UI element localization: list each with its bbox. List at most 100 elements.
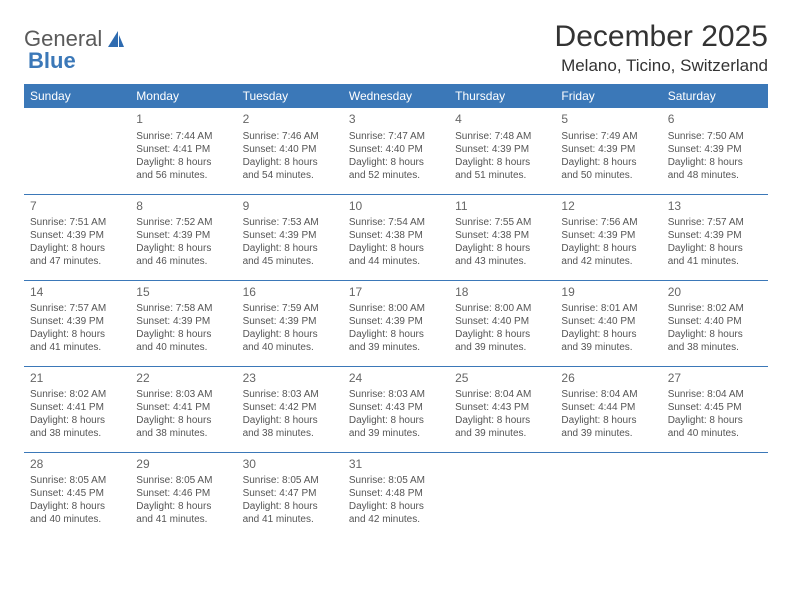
logo-text-blue: Blue xyxy=(28,48,76,74)
month-title: December 2025 xyxy=(555,20,768,54)
day-line: Sunrise: 8:03 AM xyxy=(243,388,337,401)
day-line: Sunrise: 7:56 AM xyxy=(561,216,655,229)
day-line: Daylight: 8 hours xyxy=(668,242,762,255)
day-line: Sunset: 4:44 PM xyxy=(561,401,655,414)
calendar-day xyxy=(24,108,130,194)
calendar-day: 16Sunrise: 7:59 AMSunset: 4:39 PMDayligh… xyxy=(237,280,343,366)
day-line: Daylight: 8 hours xyxy=(30,414,124,427)
day-line: Sunrise: 8:04 AM xyxy=(668,388,762,401)
day-line: and 41 minutes. xyxy=(243,513,337,526)
calendar-day: 18Sunrise: 8:00 AMSunset: 4:40 PMDayligh… xyxy=(449,280,555,366)
day-line: Sunrise: 8:02 AM xyxy=(668,302,762,315)
day-number: 24 xyxy=(349,371,443,387)
day-line: and 38 minutes. xyxy=(30,427,124,440)
day-line: and 38 minutes. xyxy=(668,341,762,354)
day-line: and 50 minutes. xyxy=(561,169,655,182)
day-line: Sunset: 4:43 PM xyxy=(455,401,549,414)
day-line: Sunrise: 8:03 AM xyxy=(349,388,443,401)
sail-icon xyxy=(106,29,126,49)
day-number: 11 xyxy=(455,199,549,215)
calendar-day xyxy=(662,452,768,538)
calendar-day: 11Sunrise: 7:55 AMSunset: 4:38 PMDayligh… xyxy=(449,194,555,280)
calendar-day: 10Sunrise: 7:54 AMSunset: 4:38 PMDayligh… xyxy=(343,194,449,280)
day-number: 19 xyxy=(561,285,655,301)
day-line: Daylight: 8 hours xyxy=(668,328,762,341)
day-line: Daylight: 8 hours xyxy=(243,500,337,513)
day-line: Sunrise: 7:54 AM xyxy=(349,216,443,229)
calendar-day: 4Sunrise: 7:48 AMSunset: 4:39 PMDaylight… xyxy=(449,108,555,194)
day-line: Daylight: 8 hours xyxy=(30,328,124,341)
day-line: and 54 minutes. xyxy=(243,169,337,182)
day-line: Sunrise: 8:02 AM xyxy=(30,388,124,401)
day-line: Sunrise: 8:05 AM xyxy=(136,474,230,487)
calendar-day: 8Sunrise: 7:52 AMSunset: 4:39 PMDaylight… xyxy=(130,194,236,280)
day-line: and 39 minutes. xyxy=(561,427,655,440)
calendar-week: 1Sunrise: 7:44 AMSunset: 4:41 PMDaylight… xyxy=(24,108,768,194)
day-line: Sunrise: 7:57 AM xyxy=(30,302,124,315)
calendar-day: 6Sunrise: 7:50 AMSunset: 4:39 PMDaylight… xyxy=(662,108,768,194)
day-line: Daylight: 8 hours xyxy=(455,156,549,169)
day-line: Daylight: 8 hours xyxy=(668,156,762,169)
day-line: and 45 minutes. xyxy=(243,255,337,268)
day-line: Daylight: 8 hours xyxy=(561,156,655,169)
day-line: Sunset: 4:41 PM xyxy=(136,401,230,414)
day-line: and 41 minutes. xyxy=(668,255,762,268)
day-line: Sunrise: 7:57 AM xyxy=(668,216,762,229)
calendar-week: 7Sunrise: 7:51 AMSunset: 4:39 PMDaylight… xyxy=(24,194,768,280)
day-line: Sunrise: 7:53 AM xyxy=(243,216,337,229)
calendar-week: 28Sunrise: 8:05 AMSunset: 4:45 PMDayligh… xyxy=(24,452,768,538)
day-line: Sunrise: 7:44 AM xyxy=(136,130,230,143)
day-line: Sunrise: 8:03 AM xyxy=(136,388,230,401)
day-number: 2 xyxy=(243,112,337,128)
calendar-day: 14Sunrise: 7:57 AMSunset: 4:39 PMDayligh… xyxy=(24,280,130,366)
day-number: 13 xyxy=(668,199,762,215)
header: General December 2025 Melano, Ticino, Sw… xyxy=(24,20,768,76)
day-number: 14 xyxy=(30,285,124,301)
day-line: Sunset: 4:41 PM xyxy=(136,143,230,156)
day-line: Sunset: 4:45 PM xyxy=(668,401,762,414)
calendar-day: 19Sunrise: 8:01 AMSunset: 4:40 PMDayligh… xyxy=(555,280,661,366)
day-line: Sunset: 4:40 PM xyxy=(455,315,549,328)
day-line: Sunset: 4:45 PM xyxy=(30,487,124,500)
day-line: Daylight: 8 hours xyxy=(561,414,655,427)
day-number: 3 xyxy=(349,112,443,128)
calendar-day: 31Sunrise: 8:05 AMSunset: 4:48 PMDayligh… xyxy=(343,452,449,538)
weekday-header: Friday xyxy=(555,84,661,108)
day-number: 20 xyxy=(668,285,762,301)
weekday-header: Saturday xyxy=(662,84,768,108)
day-number: 30 xyxy=(243,457,337,473)
day-number: 31 xyxy=(349,457,443,473)
day-number: 12 xyxy=(561,199,655,215)
day-line: Sunset: 4:41 PM xyxy=(30,401,124,414)
day-line: and 44 minutes. xyxy=(349,255,443,268)
day-line: Daylight: 8 hours xyxy=(136,500,230,513)
day-line: Sunrise: 8:01 AM xyxy=(561,302,655,315)
day-line: Daylight: 8 hours xyxy=(455,328,549,341)
day-line: and 39 minutes. xyxy=(349,341,443,354)
day-number: 8 xyxy=(136,199,230,215)
calendar-body: 1Sunrise: 7:44 AMSunset: 4:41 PMDaylight… xyxy=(24,108,768,538)
day-number: 5 xyxy=(561,112,655,128)
calendar-day: 13Sunrise: 7:57 AMSunset: 4:39 PMDayligh… xyxy=(662,194,768,280)
day-line: and 40 minutes. xyxy=(30,513,124,526)
calendar-day: 1Sunrise: 7:44 AMSunset: 4:41 PMDaylight… xyxy=(130,108,236,194)
day-line: Sunrise: 7:51 AM xyxy=(30,216,124,229)
day-number: 21 xyxy=(30,371,124,387)
calendar-day: 24Sunrise: 8:03 AMSunset: 4:43 PMDayligh… xyxy=(343,366,449,452)
day-line: Sunset: 4:39 PM xyxy=(349,315,443,328)
day-line: Daylight: 8 hours xyxy=(136,242,230,255)
day-line: Sunset: 4:39 PM xyxy=(561,143,655,156)
day-line: and 40 minutes. xyxy=(136,341,230,354)
calendar-page: General December 2025 Melano, Ticino, Sw… xyxy=(0,0,792,558)
calendar-day: 3Sunrise: 7:47 AMSunset: 4:40 PMDaylight… xyxy=(343,108,449,194)
day-line: Sunrise: 7:48 AM xyxy=(455,130,549,143)
day-line: Daylight: 8 hours xyxy=(136,156,230,169)
calendar-day: 26Sunrise: 8:04 AMSunset: 4:44 PMDayligh… xyxy=(555,366,661,452)
day-line: and 39 minutes. xyxy=(561,341,655,354)
day-line: Daylight: 8 hours xyxy=(668,414,762,427)
day-line: Daylight: 8 hours xyxy=(349,500,443,513)
calendar-day: 9Sunrise: 7:53 AMSunset: 4:39 PMDaylight… xyxy=(237,194,343,280)
day-number: 25 xyxy=(455,371,549,387)
calendar-day: 29Sunrise: 8:05 AMSunset: 4:46 PMDayligh… xyxy=(130,452,236,538)
day-line: Sunrise: 7:55 AM xyxy=(455,216,549,229)
